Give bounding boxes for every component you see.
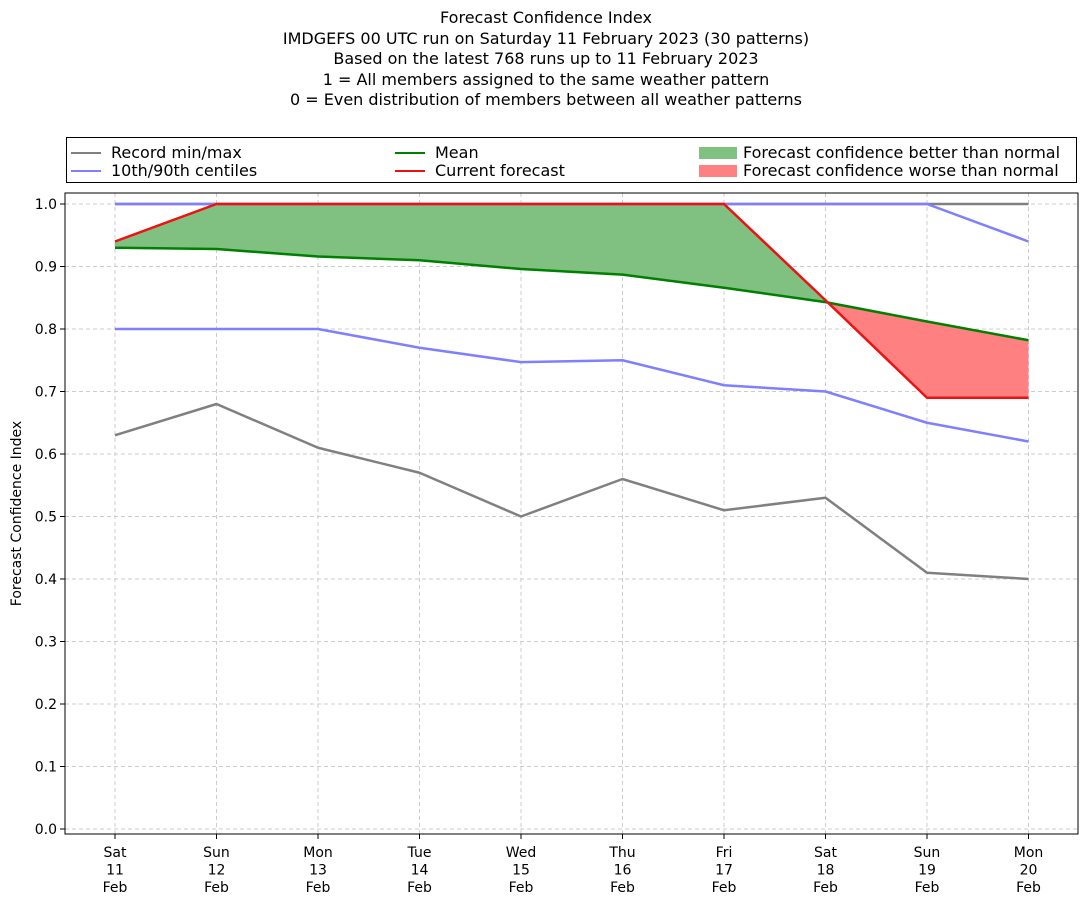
- legend: Record min/max 10th/90th centiles Mean C…: [66, 137, 1077, 183]
- y-tick-label: 0.9: [35, 260, 57, 276]
- x-tick-label: Feb: [813, 880, 838, 896]
- mean-line: [114, 246, 1029, 342]
- x-tick-label: 16: [614, 863, 632, 879]
- legend-better-swatch: [699, 147, 737, 159]
- legend-record-label: Record min/max: [111, 143, 242, 162]
- legend-item-current: Current forecast: [395, 162, 565, 180]
- legend-centiles-swatch: [71, 170, 101, 172]
- legend-better-label: Forecast confidence better than normal: [743, 143, 1061, 162]
- title-line-4: 1 = All members assigned to the same wea…: [322, 69, 770, 89]
- x-tick-label: Feb: [204, 880, 229, 896]
- current-forecast-line: [114, 202, 1029, 399]
- x-tick-label: 18: [817, 863, 835, 879]
- legend-current-label: Current forecast: [435, 161, 565, 180]
- fill-worse-than-normal: [927, 321, 1029, 398]
- legend-record-swatch: [71, 152, 101, 154]
- record-min-line: [114, 402, 1029, 581]
- legend-item-better: Forecast confidence better than normal: [699, 144, 1060, 162]
- series-lines: [114, 202, 1029, 581]
- y-tick-label: 0.1: [35, 760, 57, 776]
- x-tick-label: Sat: [104, 845, 127, 861]
- x-tick-label: Tue: [407, 845, 432, 861]
- legend-item-record: Record min/max: [71, 144, 242, 162]
- fill-better-than-normal: [318, 204, 420, 261]
- fill-better-than-normal: [216, 204, 318, 257]
- legend-item-centiles: 10th/90th centiles: [71, 162, 257, 180]
- y-tick-label: 1.0: [35, 197, 57, 213]
- x-tick-label: Thu: [608, 845, 635, 861]
- legend-mean-label: Mean: [435, 143, 479, 162]
- x-tick-label: Feb: [306, 880, 331, 896]
- confidence-fills: [115, 204, 1029, 398]
- chart-title: Forecast Confidence Index IMDGEFS 00 UTC…: [0, 8, 1092, 111]
- legend-mean-swatch: [395, 152, 425, 154]
- legend-current-swatch: [395, 170, 425, 172]
- x-tick-label: 11: [106, 863, 124, 879]
- x-tick-label: Feb: [1016, 880, 1041, 896]
- y-tick-label: 0.3: [35, 635, 57, 651]
- fill-better-than-normal: [419, 204, 521, 269]
- y-tick-label: 0.0: [35, 822, 57, 838]
- centile-10-line: [115, 327, 1029, 443]
- legend-item-worse: Forecast confidence worse than normal: [699, 162, 1059, 180]
- x-tick-label: 13: [309, 863, 327, 879]
- x-tick-label: 14: [411, 863, 429, 879]
- y-tick-label: 0.6: [35, 447, 57, 463]
- fill-better-than-normal: [521, 204, 623, 275]
- y-tick-label: 0.4: [35, 572, 57, 588]
- y-tick-label: 0.8: [35, 322, 57, 338]
- y-axis-label: Forecast Confidence Index: [9, 421, 25, 606]
- x-tick-label: 12: [208, 863, 226, 879]
- y-tick-label: 0.5: [35, 510, 57, 526]
- x-tick-label: Mon: [1014, 845, 1044, 861]
- x-tick-label: 15: [512, 863, 530, 879]
- title-line-1: Forecast Confidence Index: [440, 8, 652, 27]
- x-tick-label: Feb: [712, 880, 737, 896]
- x-axis-ticks: Sat11FebSun12FebMon13FebTue14FebWed15Feb…: [103, 834, 1044, 896]
- x-tick-label: 20: [1020, 863, 1038, 879]
- x-tick-label: Feb: [103, 880, 128, 896]
- x-tick-label: 19: [918, 863, 936, 879]
- legend-item-mean: Mean: [395, 144, 479, 162]
- x-tick-label: Sun: [914, 845, 941, 861]
- title-line-3: Based on the latest 768 runs up to 11 Fe…: [333, 49, 759, 68]
- x-tick-label: Wed: [506, 845, 537, 861]
- title-line-5: 0 = Even distribution of members between…: [289, 90, 803, 109]
- x-tick-label: Sat: [814, 845, 837, 861]
- x-tick-label: Sun: [203, 845, 230, 861]
- x-tick-label: Feb: [915, 880, 940, 896]
- fill-better-than-normal: [622, 204, 724, 288]
- plot-frame: [64, 192, 1079, 835]
- y-axis-ticks: 0.0 0.1 0.2 0.3 0.4 0.5 0.6 0.7 0.8 0.9 1.0: [35, 197, 65, 838]
- x-tick-label: Mon: [303, 845, 333, 861]
- x-tick-label: Feb: [610, 880, 635, 896]
- fill-better-than-normal: [115, 204, 217, 249]
- legend-worse-label: Forecast confidence worse than normal: [743, 161, 1059, 180]
- legend-centiles-label: 10th/90th centiles: [111, 161, 258, 180]
- x-tick-label: Feb: [509, 880, 534, 896]
- y-tick-label: 0.7: [35, 385, 57, 401]
- x-tick-label: Fri: [716, 845, 733, 861]
- x-tick-label: Feb: [407, 880, 432, 896]
- y-tick-label: 0.2: [35, 697, 57, 713]
- legend-worse-swatch: [699, 165, 737, 177]
- x-tick-label: 17: [715, 863, 733, 879]
- grid: [65, 193, 1078, 834]
- title-line-2: IMDGEFS 00 UTC run on Saturday 11 Februa…: [282, 28, 810, 48]
